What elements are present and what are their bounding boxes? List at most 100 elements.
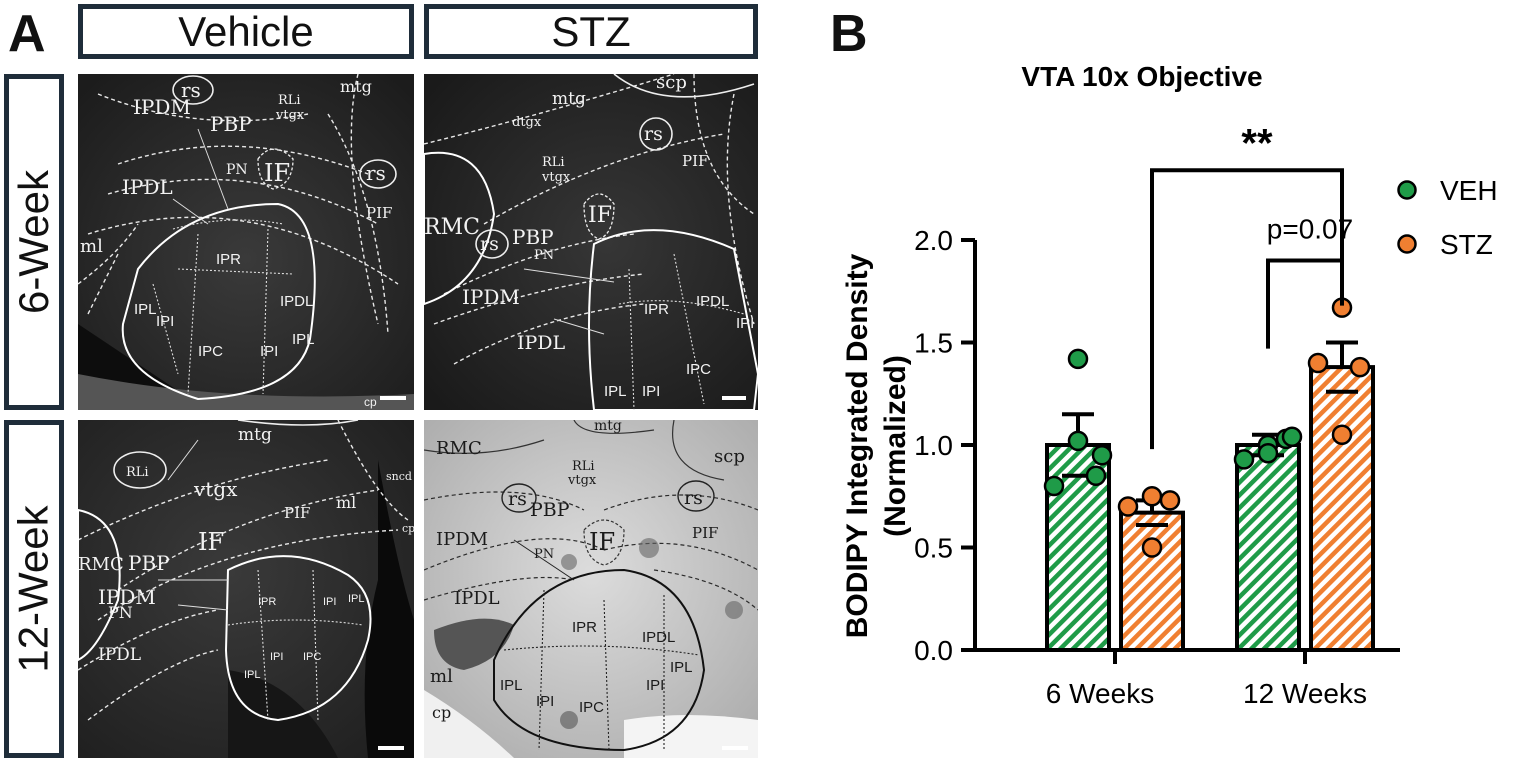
bar-stz-12-weeks	[1309, 365, 1375, 652]
legend-label-veh: VEH	[1440, 175, 1498, 206]
region-label: sncd	[386, 470, 412, 483]
x-tick-label-6-weeks: 6 Weeks	[1046, 678, 1154, 709]
region-label: PN	[534, 547, 554, 562]
column-header-stz: STZ	[424, 4, 758, 59]
region-label: IPDM	[98, 585, 156, 609]
column-header-vehicle-label: Vehicle	[178, 7, 314, 55]
region-label: RLi	[542, 155, 565, 170]
y-tick-label: 0.0	[914, 635, 953, 666]
y-tick-label: 2.0	[914, 225, 953, 256]
region-label: IPDL	[98, 645, 141, 665]
region-label: PBP	[512, 225, 554, 249]
region-label: rs	[684, 487, 703, 509]
region-label: IPI	[646, 677, 664, 694]
y-tick-label: 0.5	[914, 533, 953, 564]
region-label: RMC	[436, 438, 482, 459]
significance-bracket	[1150, 168, 1344, 450]
region-label: IPL	[244, 669, 261, 681]
region-label: PIF	[366, 204, 392, 222]
region-label: cp	[364, 395, 377, 409]
data-point	[1117, 496, 1139, 517]
bar-stz-6-weeks	[1119, 510, 1185, 653]
data-point	[1141, 486, 1163, 507]
significance-bracket	[1266, 258, 1344, 349]
region-label: ml	[430, 666, 453, 687]
region-label: IPI	[270, 651, 283, 663]
micrograph-vehicle-12-week: mtg RLi vtgx PIF ml sncd cp RMC PBP IF I…	[78, 420, 414, 758]
data-point	[1233, 449, 1255, 470]
region-label: IPL	[670, 659, 693, 676]
chart-title: VTA 10x Objective	[1021, 61, 1262, 92]
region-label: rs	[480, 233, 499, 255]
significance-label: p=0.07	[1267, 214, 1353, 245]
region-label: IPDL	[280, 293, 313, 310]
region-label: cp	[432, 703, 451, 722]
data-point	[1349, 356, 1371, 378]
region-label: PIF	[682, 152, 708, 170]
legend-marker-veh	[1397, 180, 1417, 200]
micrograph-vehicle-6-week: rs IPDM PBP RLi vtgx mtg PN IF rs IPDL P…	[78, 74, 414, 410]
data-point	[1091, 445, 1113, 466]
region-label: IPI	[260, 343, 278, 360]
region-label: rs	[508, 488, 527, 510]
region-label: ml	[80, 236, 103, 257]
region-label: PBP	[530, 499, 570, 521]
significance-label: **	[1241, 121, 1273, 165]
region-label: IPI	[642, 383, 660, 400]
region-label: IPI	[156, 313, 174, 330]
region-label: scp	[714, 446, 745, 467]
region-label: IPDL	[122, 175, 173, 199]
region-label: IF	[588, 203, 612, 228]
region-label: mtg	[594, 420, 622, 434]
region-label: IPI	[536, 693, 554, 710]
region-label: RMC	[78, 554, 124, 575]
region-label: IPDM	[436, 529, 488, 550]
region-label: PIF	[284, 504, 310, 522]
region-label: IPC	[198, 343, 223, 360]
region-label: IPL	[348, 593, 365, 605]
region-label: IPL	[604, 383, 627, 400]
region-label: mtg	[340, 77, 372, 96]
region-label: rs	[366, 161, 386, 185]
region-label: RLi	[572, 459, 595, 474]
region-label: IPL	[134, 301, 157, 318]
scale-bar	[380, 396, 406, 400]
region-label: rs	[644, 123, 663, 145]
row-header-6-week: 6-Week	[4, 74, 64, 410]
region-label: IPDM	[462, 285, 520, 309]
data-point	[1257, 442, 1279, 464]
y-axis-label-line2: (Normalized)	[879, 355, 912, 537]
region-label: rs	[181, 78, 201, 102]
data-point	[1331, 424, 1353, 445]
region-label: RLi	[278, 93, 301, 108]
y-tick-label: 1.0	[914, 430, 953, 461]
region-label: PIF	[692, 524, 718, 542]
region-label: IPL	[292, 331, 315, 348]
region-label: IPR	[258, 596, 276, 608]
bar-chart: VTA 10x Objective BODIPY Integrated Dens…	[841, 61, 1498, 709]
data-point	[1067, 348, 1089, 370]
region-label: IPDL	[696, 293, 729, 310]
region-label: PBP	[128, 551, 170, 575]
legend: VEH STZ	[1397, 175, 1498, 260]
legend-label-stz: STZ	[1440, 229, 1493, 260]
data-point	[1307, 352, 1329, 374]
y-tick-label: 1.5	[914, 328, 953, 359]
region-label: IPDM	[133, 95, 191, 119]
region-label: IPDL	[517, 332, 566, 354]
region-label: IF	[198, 528, 224, 556]
region-label: ml	[336, 493, 356, 512]
data-point	[1085, 465, 1107, 486]
region-label: PN	[226, 162, 248, 178]
scale-bar	[722, 396, 746, 400]
region-label: cp	[402, 522, 414, 535]
region-label: IPL	[500, 677, 523, 694]
region-label: mtg	[552, 89, 586, 109]
region-label: IPC	[686, 361, 711, 378]
region-label: RMC	[424, 215, 480, 240]
row-header-12-week-label: 12-Week	[10, 505, 57, 673]
region-label: IPDL	[642, 629, 675, 646]
panel-a-letter: A	[8, 5, 46, 63]
region-label: IPI	[736, 315, 754, 332]
y-axis-label-line1: BODIPY Integrated Density	[841, 253, 874, 638]
